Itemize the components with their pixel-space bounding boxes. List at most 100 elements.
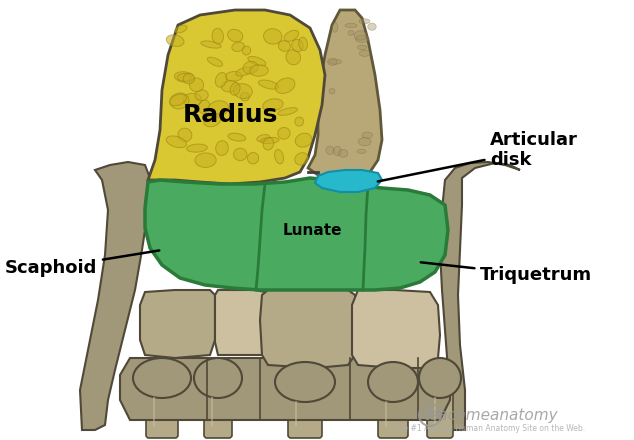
- Ellipse shape: [368, 362, 418, 402]
- Ellipse shape: [259, 80, 278, 89]
- Ellipse shape: [286, 50, 301, 65]
- Ellipse shape: [183, 73, 195, 84]
- Ellipse shape: [354, 31, 367, 40]
- Ellipse shape: [233, 84, 252, 99]
- Ellipse shape: [275, 362, 335, 402]
- FancyBboxPatch shape: [288, 394, 322, 438]
- Ellipse shape: [250, 65, 268, 76]
- Text: ©: ©: [424, 408, 436, 422]
- FancyBboxPatch shape: [378, 394, 408, 438]
- Ellipse shape: [358, 138, 371, 146]
- Ellipse shape: [166, 35, 184, 47]
- Text: The #1 Applied Human Anatomy Site on the Web.: The #1 Applied Human Anatomy Site on the…: [394, 423, 586, 433]
- Ellipse shape: [264, 29, 282, 44]
- Ellipse shape: [358, 45, 366, 50]
- Ellipse shape: [230, 83, 240, 95]
- Ellipse shape: [295, 153, 308, 165]
- Ellipse shape: [240, 92, 250, 101]
- Polygon shape: [315, 170, 382, 192]
- Ellipse shape: [368, 23, 376, 30]
- Polygon shape: [120, 358, 450, 420]
- Ellipse shape: [326, 146, 334, 154]
- Ellipse shape: [178, 73, 191, 81]
- Ellipse shape: [263, 138, 274, 150]
- Ellipse shape: [133, 358, 191, 398]
- Ellipse shape: [275, 150, 283, 164]
- Ellipse shape: [348, 30, 354, 35]
- Ellipse shape: [339, 150, 348, 158]
- Ellipse shape: [295, 117, 304, 126]
- Ellipse shape: [183, 93, 202, 106]
- Ellipse shape: [221, 81, 238, 92]
- Ellipse shape: [328, 59, 342, 64]
- Ellipse shape: [216, 141, 228, 155]
- Ellipse shape: [292, 39, 303, 52]
- Ellipse shape: [198, 100, 210, 114]
- Ellipse shape: [169, 94, 186, 106]
- Ellipse shape: [194, 358, 242, 398]
- Text: Triquetrum: Triquetrum: [421, 262, 592, 284]
- Ellipse shape: [263, 99, 283, 111]
- Polygon shape: [80, 162, 150, 430]
- Ellipse shape: [242, 46, 250, 55]
- Ellipse shape: [233, 148, 247, 161]
- Ellipse shape: [212, 28, 224, 44]
- Ellipse shape: [247, 152, 259, 164]
- Ellipse shape: [195, 90, 208, 101]
- Ellipse shape: [356, 35, 369, 43]
- Ellipse shape: [236, 67, 254, 76]
- Polygon shape: [260, 290, 358, 368]
- Ellipse shape: [174, 25, 187, 33]
- Text: Articular
disk: Articular disk: [378, 131, 578, 181]
- Ellipse shape: [332, 22, 338, 32]
- Ellipse shape: [275, 78, 295, 93]
- Ellipse shape: [178, 128, 192, 142]
- Polygon shape: [140, 290, 215, 358]
- Text: Radius: Radius: [183, 103, 278, 127]
- Polygon shape: [352, 290, 440, 368]
- Ellipse shape: [190, 78, 204, 92]
- Ellipse shape: [225, 71, 242, 81]
- FancyBboxPatch shape: [146, 390, 178, 438]
- Ellipse shape: [195, 153, 216, 168]
- Ellipse shape: [345, 23, 357, 28]
- Ellipse shape: [208, 101, 228, 117]
- Ellipse shape: [166, 136, 186, 148]
- FancyBboxPatch shape: [204, 390, 232, 438]
- Ellipse shape: [170, 93, 189, 109]
- FancyBboxPatch shape: [427, 390, 453, 438]
- Ellipse shape: [329, 88, 335, 94]
- Ellipse shape: [204, 114, 221, 127]
- Ellipse shape: [359, 50, 370, 56]
- Polygon shape: [215, 290, 268, 355]
- Ellipse shape: [261, 137, 279, 143]
- Ellipse shape: [248, 56, 266, 66]
- Ellipse shape: [232, 42, 245, 51]
- Ellipse shape: [228, 133, 246, 141]
- Ellipse shape: [359, 19, 370, 24]
- Ellipse shape: [295, 133, 312, 147]
- Polygon shape: [148, 10, 325, 184]
- Ellipse shape: [216, 73, 227, 87]
- Text: Lunate: Lunate: [282, 223, 342, 238]
- Ellipse shape: [243, 62, 258, 74]
- Ellipse shape: [186, 144, 207, 152]
- Polygon shape: [440, 162, 520, 430]
- Ellipse shape: [362, 132, 373, 139]
- Ellipse shape: [201, 41, 221, 48]
- Ellipse shape: [278, 128, 290, 139]
- Ellipse shape: [207, 57, 223, 66]
- Ellipse shape: [278, 108, 297, 115]
- Ellipse shape: [357, 149, 366, 154]
- Polygon shape: [308, 10, 382, 178]
- Text: teachmeanatomy: teachmeanatomy: [423, 407, 557, 422]
- Ellipse shape: [278, 40, 290, 51]
- Ellipse shape: [257, 135, 270, 142]
- Ellipse shape: [419, 358, 461, 398]
- Ellipse shape: [284, 30, 299, 41]
- Ellipse shape: [328, 58, 337, 65]
- Polygon shape: [145, 178, 448, 290]
- Text: Scaphoid: Scaphoid: [5, 250, 159, 277]
- Ellipse shape: [299, 37, 307, 51]
- Ellipse shape: [174, 72, 193, 82]
